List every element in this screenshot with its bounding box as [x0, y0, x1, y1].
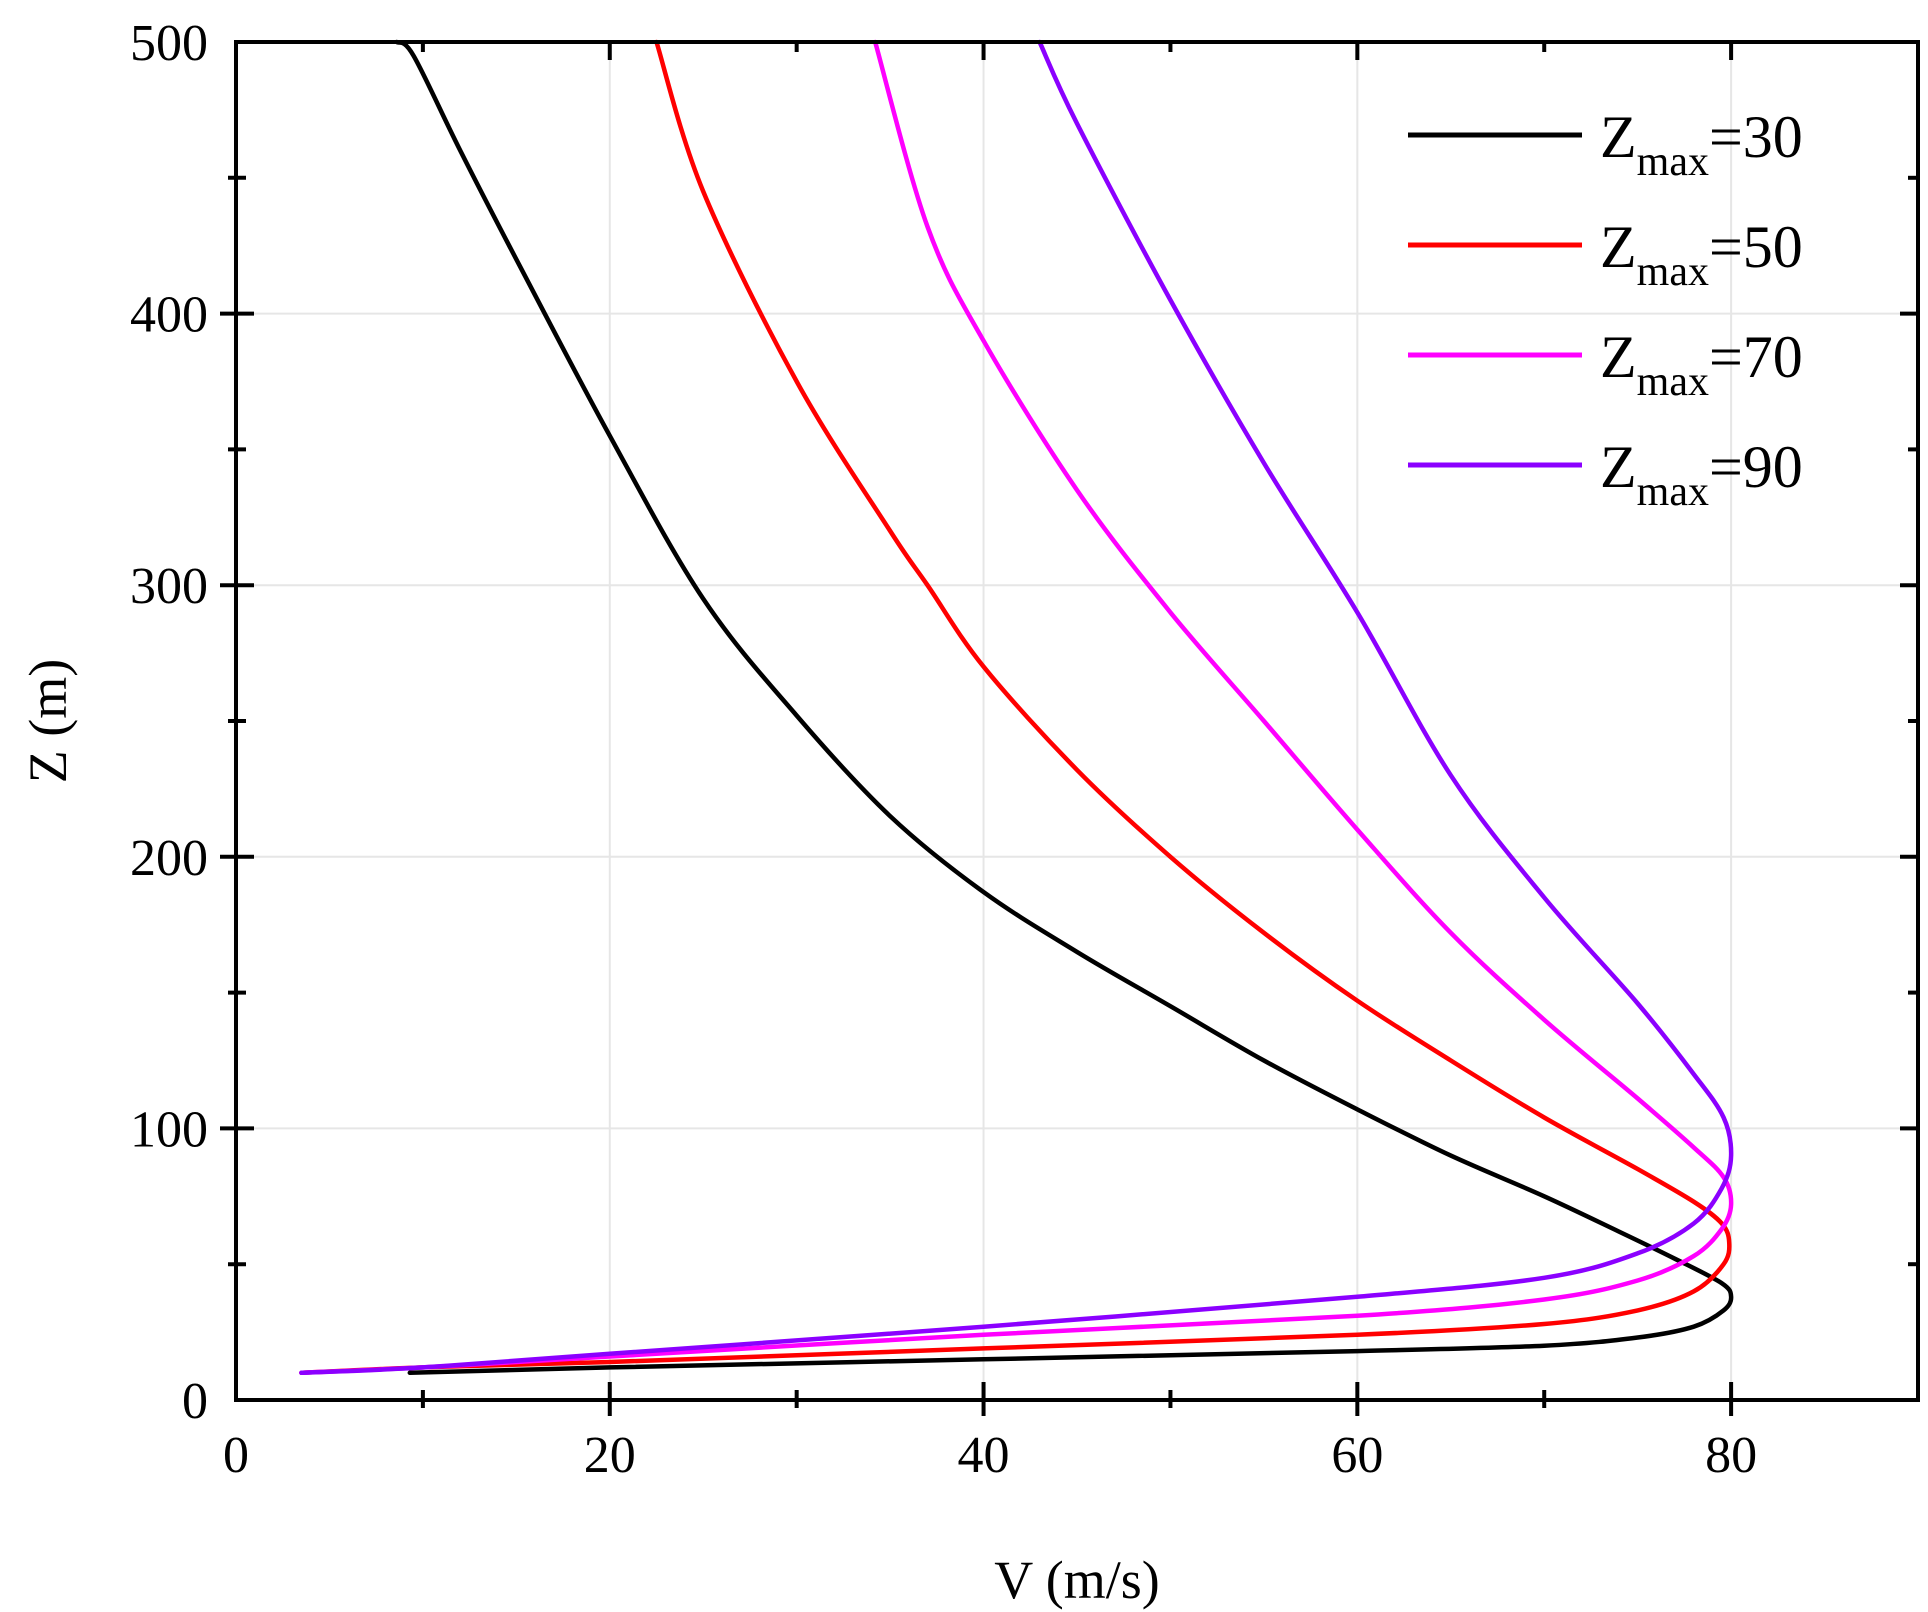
- series-line-zmax-70: [299, 39, 1734, 1376]
- x-tick-label: 80: [1705, 1427, 1757, 1484]
- y-tick-label: 200: [130, 830, 208, 887]
- legend-label: Zmax=50: [1600, 214, 1803, 295]
- series-line-zmax-50: [299, 39, 1732, 1376]
- y-tick-label: 400: [130, 287, 208, 344]
- legend-item: Zmax=50: [1408, 214, 1803, 295]
- legend-item: Zmax=90: [1408, 434, 1803, 515]
- tick-labels: 0 20 40 60 80 0 100 200 300 400 500: [130, 15, 1757, 1484]
- y-tick-label: 300: [130, 558, 208, 615]
- grid: [235, 41, 1918, 1401]
- series-line-zmax-30: [394, 39, 1734, 1376]
- plot-frame: [234, 40, 1920, 1402]
- series-lines: [299, 39, 1734, 1376]
- legend: Zmax=30 Zmax=50 Zmax=70 Zmax=90: [1408, 104, 1803, 515]
- y-tick-label: 100: [130, 1101, 208, 1158]
- legend-label: Zmax=70: [1600, 324, 1803, 405]
- x-tick-label: 40: [958, 1427, 1010, 1484]
- x-tick-label: 20: [584, 1427, 636, 1484]
- y-axis-title: Z (m): [18, 659, 78, 783]
- x-tick-label: 0: [223, 1427, 249, 1484]
- legend-item: Zmax=70: [1408, 324, 1803, 405]
- x-tick-label: 60: [1331, 1427, 1383, 1484]
- legend-label: Zmax=90: [1600, 434, 1803, 515]
- y-tick-label: 500: [130, 15, 208, 72]
- x-axis-title: V (m/s): [994, 1550, 1160, 1610]
- series-line-zmax-90: [299, 39, 1734, 1376]
- y-tick-label: 0: [182, 1373, 208, 1430]
- legend-label: Zmax=30: [1600, 104, 1803, 185]
- legend-item: Zmax=30: [1408, 104, 1803, 185]
- axis-ticks: [220, 42, 1918, 1416]
